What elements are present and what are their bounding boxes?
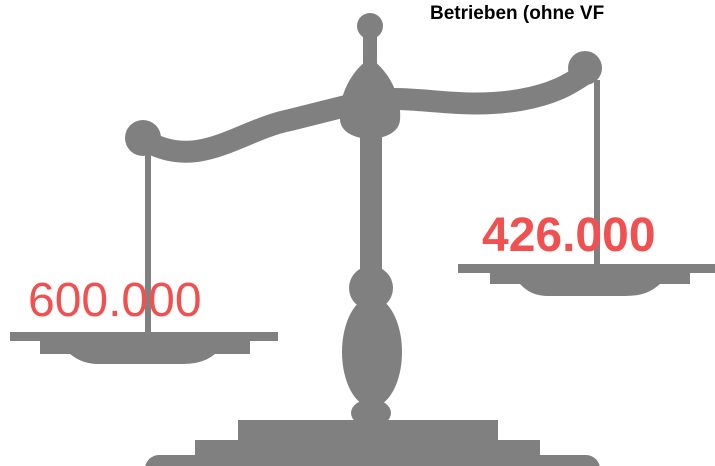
- left-value: 600.000: [28, 274, 202, 327]
- page: Betrieben (ohne VF 600.000 426.000 (() =…: [0, 0, 715, 466]
- header-title: Betrieben (ohne VF: [430, 3, 604, 24]
- scale-illustration: Betrieben (ohne VF 600.000 426.000: [0, 0, 715, 466]
- right-pan-bowl: [490, 273, 690, 296]
- beam-right-knob: [568, 51, 602, 85]
- pole-foot: [351, 399, 391, 427]
- right-value: 426.000: [482, 209, 656, 262]
- left-pan-plate: [10, 332, 278, 341]
- left-pan-bowl: [40, 341, 250, 364]
- beam-left-knob: [125, 120, 161, 156]
- base-step-bottom: [145, 455, 600, 466]
- pole-vase: [342, 297, 402, 407]
- right-pan-plate: [458, 264, 715, 273]
